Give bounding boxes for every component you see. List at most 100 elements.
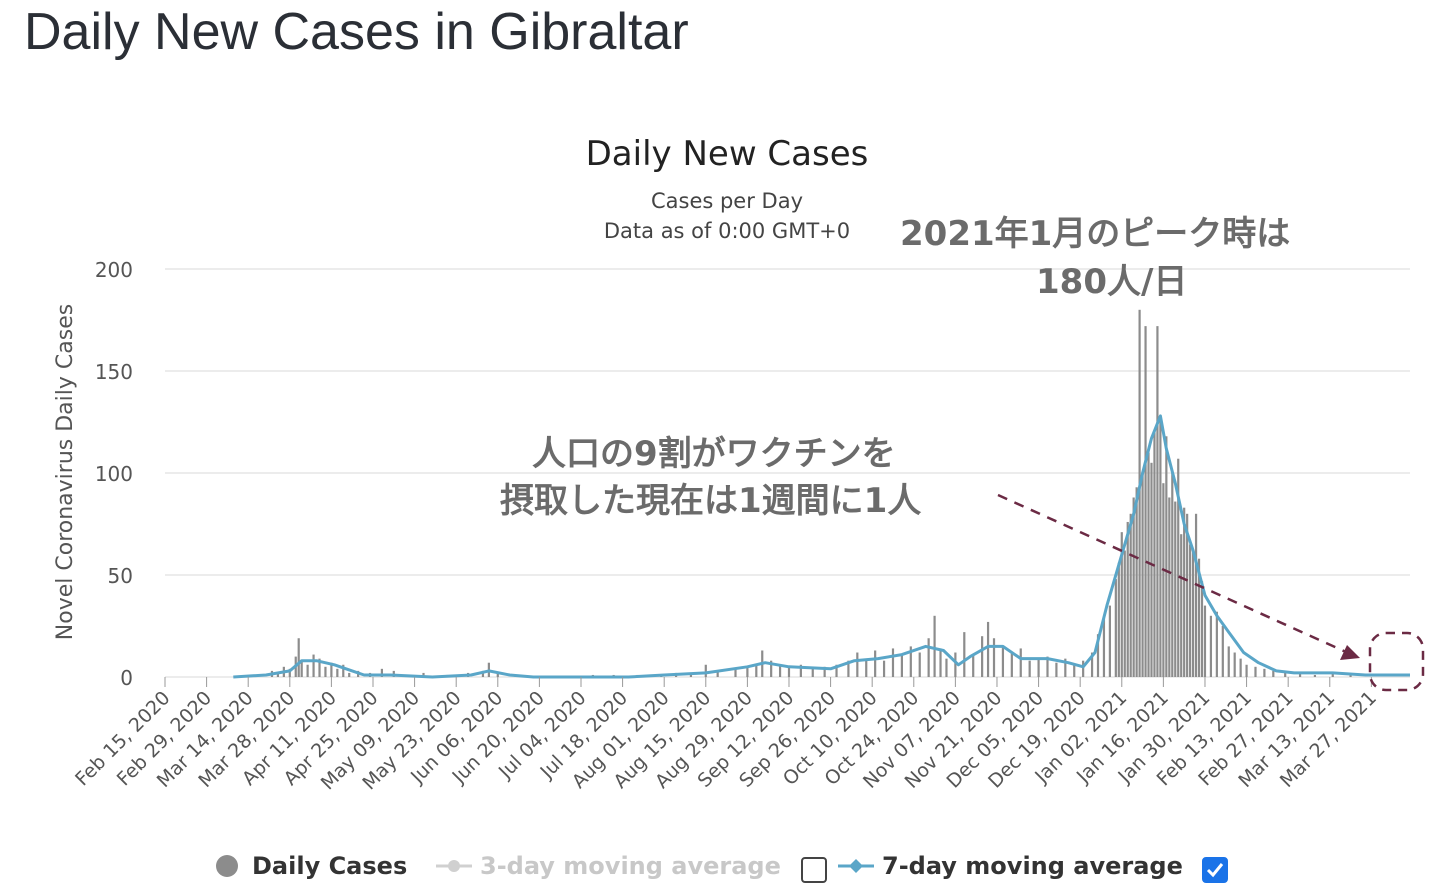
daily-case-bar <box>1284 672 1287 677</box>
highlight-dashed-box <box>1368 631 1425 692</box>
daily-case-bar <box>856 652 859 677</box>
legend-daily-cases[interactable]: Daily Cases <box>216 848 407 884</box>
daily-case-bar <box>1162 483 1165 677</box>
daily-case-bar <box>1064 658 1067 677</box>
daily-case-bar <box>1254 666 1257 677</box>
daily-case-bar <box>716 670 719 677</box>
daily-case-bar <box>348 672 351 677</box>
daily-case-bar <box>1037 658 1040 677</box>
daily-case-bar <box>963 632 966 677</box>
legend-7day-label: 7-day moving average <box>882 852 1183 880</box>
y-ticks: 0 50 100 150 200 <box>95 258 133 690</box>
daily-case-bar <box>380 668 384 677</box>
daily-case-bar <box>312 654 315 677</box>
daily-case-bar <box>1215 611 1218 677</box>
y-tick-label: 100 <box>95 462 133 486</box>
daily-case-bar <box>1168 497 1171 677</box>
daily-case-bar <box>882 660 886 677</box>
chart-title: Daily New Cases <box>586 134 869 174</box>
ma7-line <box>233 414 1410 679</box>
annotation-arrowhead <box>1340 645 1360 660</box>
daily-case-bar <box>1177 458 1180 677</box>
daily-case-bar <box>1197 558 1201 677</box>
daily-case-bar <box>1055 662 1058 677</box>
daily-case-bar <box>1108 605 1111 677</box>
y-tick-label: 0 <box>120 666 133 690</box>
now-annotation-line2: 摂取した現在は1週間に1人 <box>500 481 922 521</box>
daily-case-bar <box>954 652 957 677</box>
daily-case-bar <box>1263 668 1266 677</box>
daily-case-bar <box>1298 672 1302 677</box>
ma3-checkbox[interactable] <box>801 857 827 883</box>
daily-case-bar <box>1126 521 1129 677</box>
daily-case-bar <box>324 666 327 677</box>
daily-case-bar <box>770 660 773 677</box>
daily-case-bar <box>992 638 996 677</box>
daily-case-bar <box>1159 415 1162 677</box>
circle-icon <box>216 855 238 877</box>
daily-case-bar <box>918 652 921 677</box>
legend-daily-label: Daily Cases <box>252 852 408 880</box>
daily-case-bar <box>297 638 300 677</box>
daily-case-bar <box>1203 605 1207 677</box>
daily-case-bar <box>1194 513 1198 677</box>
daily-case-bar <box>986 621 990 677</box>
daily-case-bar <box>1082 660 1085 677</box>
ma7-checkbox[interactable] <box>1202 857 1228 883</box>
daily-case-bar <box>1233 652 1236 677</box>
daily-case-bar <box>787 666 791 677</box>
annotation-arrow-group <box>997 493 1425 692</box>
daily-case-bar <box>318 658 321 677</box>
daily-case-bar <box>1147 452 1150 677</box>
legend-7day-ma[interactable]: 7-day moving average <box>838 848 1183 884</box>
daily-case-bar <box>1019 648 1022 677</box>
gridlines <box>165 268 1410 678</box>
peak-annotation-line2: 180人/日 <box>1036 262 1188 302</box>
daily-case-bar <box>835 664 838 677</box>
daily-case-bar <box>1141 473 1144 677</box>
daily-case-bar <box>981 636 984 677</box>
daily-case-bar <box>1090 652 1094 677</box>
daily-case-bar <box>704 664 707 677</box>
daily-case-bar <box>1132 497 1135 677</box>
daily-case-bar <box>1313 674 1317 677</box>
daily-case-bar <box>300 660 303 677</box>
daily-case-bar <box>342 664 345 677</box>
daily-case-bar <box>939 648 942 677</box>
daily-case-bar <box>1331 672 1334 677</box>
daily-case-bar <box>1153 432 1156 677</box>
daily-case-bar <box>1073 664 1076 677</box>
daily-case-bar <box>945 658 948 677</box>
daily-case-bar <box>891 648 895 677</box>
daily-case-bar <box>1001 646 1005 677</box>
daily-case-bar <box>1102 617 1106 677</box>
chart-subtitle-2: Data as of 0:00 GMT+0 <box>604 219 850 243</box>
diamond-marker-icon <box>838 859 874 873</box>
daily-case-bar <box>1186 513 1189 677</box>
daily-case-bar <box>799 664 802 677</box>
daily-case-bar <box>778 664 782 677</box>
daily-case-bar <box>1200 581 1204 677</box>
y-tick-label: 200 <box>95 258 133 282</box>
daily-case-bar <box>1189 544 1192 677</box>
daily-case-bar <box>1183 507 1186 677</box>
daily-case-bar <box>865 658 868 677</box>
daily-case-bar <box>1349 674 1352 677</box>
y-axis-label: Novel Coronavirus Daily Cases <box>53 304 78 640</box>
daily-case-bar <box>927 638 930 677</box>
daily-case-bar <box>1156 326 1159 677</box>
legend-3day-ma[interactable]: 3-day moving average <box>436 848 781 884</box>
daily-case-bar <box>1171 473 1174 677</box>
daily-case-bar <box>1165 436 1168 677</box>
daily-case-bar <box>734 668 737 677</box>
daily-case-bar <box>422 672 425 677</box>
daily-case-bar <box>1123 550 1126 677</box>
daily-case-bar <box>288 668 291 677</box>
daily-case-bar <box>847 660 850 677</box>
daily-case-bar <box>909 646 912 677</box>
daily-case-bar <box>1028 660 1031 677</box>
daily-case-bar <box>1245 664 1248 677</box>
daily-case-bar <box>1239 658 1242 677</box>
